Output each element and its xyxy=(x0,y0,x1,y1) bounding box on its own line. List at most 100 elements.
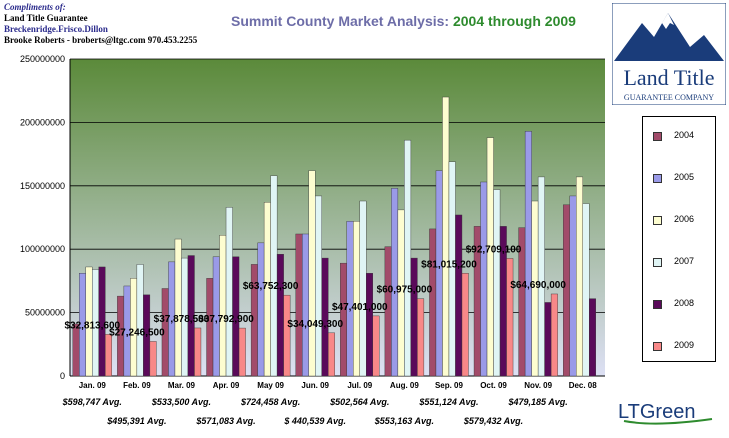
bar-2006 xyxy=(576,176,583,377)
legend: 2004 2005 2006 2007 2008 2009 xyxy=(642,116,716,362)
y-tick-label: 100000000 xyxy=(20,244,65,254)
data-label: $92,709,100 xyxy=(466,244,522,255)
bar-2009 xyxy=(461,273,469,377)
x-tick-label: Dec. 08 xyxy=(569,381,598,390)
bar-2008 xyxy=(321,257,329,377)
avg-label: $479,185 Avg. xyxy=(508,397,568,407)
bar-2006 xyxy=(486,137,494,377)
legend-label-2009: 2009 xyxy=(674,340,695,350)
data-label: $60,975,000 xyxy=(377,285,433,296)
avg-label: $495,391 Avg. xyxy=(106,416,166,426)
bar-2009 xyxy=(550,293,558,377)
bar-2005 xyxy=(346,221,354,377)
bar-2006 xyxy=(353,221,360,377)
legend-swatch-2005 xyxy=(653,174,662,183)
compliments-block: Compliments of: Land Title Guarantee Bre… xyxy=(4,2,197,46)
x-tick-label: Jul. 09 xyxy=(347,381,372,390)
bar-2009 xyxy=(149,341,157,377)
avg-label: $724,458 Avg. xyxy=(240,397,300,407)
bar-2005 xyxy=(391,188,399,377)
plot-area xyxy=(70,59,605,376)
legend-swatch-2007 xyxy=(653,258,662,267)
logo-text-main: Land Title xyxy=(623,65,714,90)
avg-label: $598,747 Avg. xyxy=(62,397,122,407)
chart-title-range: 2004 through 2009 xyxy=(452,13,576,29)
land-title-logo: Land Title GUARANTEE COMPANY xyxy=(612,3,726,105)
avg-label: $551,124 Avg. xyxy=(418,397,478,407)
bar-2008 xyxy=(187,255,195,377)
x-tick-label: Nov. 09 xyxy=(524,381,552,390)
bar-2006 xyxy=(308,170,316,377)
bar-2007 xyxy=(537,176,545,377)
legend-swatch-2006 xyxy=(653,216,662,225)
bar-2009 xyxy=(372,315,380,377)
legend-label-2008: 2008 xyxy=(674,298,695,308)
bar-2005 xyxy=(257,242,265,377)
bar-2007 xyxy=(136,264,144,377)
x-tick-label: Jun. 09 xyxy=(301,381,329,390)
x-tick-label: Aug. 09 xyxy=(390,381,419,390)
offices-line: Breckenridge.Frisco.Dillon xyxy=(4,24,108,34)
bar-2008 xyxy=(589,298,596,377)
data-label: $37,878,500 xyxy=(154,314,210,325)
x-tick-label: Jan. 09 xyxy=(79,381,107,390)
data-label: $37,792,900 xyxy=(198,314,254,325)
y-tick-label: 200000000 xyxy=(20,117,65,127)
logo-text-sub: GUARANTEE COMPANY xyxy=(624,93,714,102)
bar-2005 xyxy=(302,233,309,377)
data-label: $47,401,000 xyxy=(332,302,388,313)
x-tick-label: May 09 xyxy=(257,381,284,390)
bar-2008 xyxy=(366,273,373,377)
data-label: $27,246,500 xyxy=(109,327,165,338)
avg-label: $ 440,539 Avg. xyxy=(283,416,346,426)
legend-label-2004: 2004 xyxy=(674,130,695,140)
bar-2004 xyxy=(429,228,437,377)
avg-label: $571,083 Avg. xyxy=(195,416,255,426)
bar-2006 xyxy=(219,235,227,377)
bar-2005 xyxy=(435,170,443,377)
legend-label-2007: 2007 xyxy=(674,256,695,266)
bar-2006 xyxy=(174,238,182,377)
legend-label-2006: 2006 xyxy=(674,214,695,224)
bar-2009 xyxy=(417,298,425,377)
mountain-snow-icon xyxy=(662,13,674,29)
y-tick-label: 0 xyxy=(60,371,65,381)
bar-2005 xyxy=(569,195,577,377)
bar-2009 xyxy=(283,294,291,377)
bar-2008 xyxy=(276,254,284,377)
bar-2006 xyxy=(442,96,450,377)
ltgreen-text: LTGreen xyxy=(618,401,695,423)
bar-2008 xyxy=(232,256,240,377)
bar-2009 xyxy=(328,332,335,377)
bar-2009 xyxy=(194,327,202,377)
chart-title-main: Summit County Market Analysis: xyxy=(231,13,450,29)
leaf-swoosh-icon xyxy=(623,418,713,425)
x-tick-label: Apr. 09 xyxy=(213,381,240,390)
x-tick-label: Feb. 09 xyxy=(123,381,151,390)
avg-label: $553,163 Avg. xyxy=(374,416,434,426)
bar-2004 xyxy=(295,233,303,377)
legend-swatch-2008 xyxy=(653,300,662,309)
ltgreen-logo: LTGreen xyxy=(618,401,713,425)
legend-label-2005: 2005 xyxy=(674,172,695,182)
bar-2007 xyxy=(359,200,367,377)
bar-2005 xyxy=(480,181,488,377)
legend-swatch-2009 xyxy=(653,342,662,351)
bar-2008 xyxy=(544,302,552,377)
compliments-label: Compliments of: xyxy=(4,2,66,12)
company-name: Land Title Guarantee xyxy=(4,13,88,23)
y-tick-label: 250000000 xyxy=(20,54,65,64)
bar-2007 xyxy=(315,195,322,377)
data-label: $34,049,300 xyxy=(287,319,343,330)
bar-2005 xyxy=(524,131,532,377)
y-tick-label: 150000000 xyxy=(20,181,65,191)
bar-2008 xyxy=(410,257,418,377)
mountain-icon xyxy=(614,13,724,61)
legend-swatch-2004 xyxy=(653,132,662,141)
bar-2009 xyxy=(506,258,514,377)
bar-2008 xyxy=(98,266,106,377)
chart-title: Summit County Market Analysis: 2004 thro… xyxy=(231,13,576,29)
avg-label: $502,564 Avg. xyxy=(329,397,389,407)
bar-2008 xyxy=(143,294,151,377)
